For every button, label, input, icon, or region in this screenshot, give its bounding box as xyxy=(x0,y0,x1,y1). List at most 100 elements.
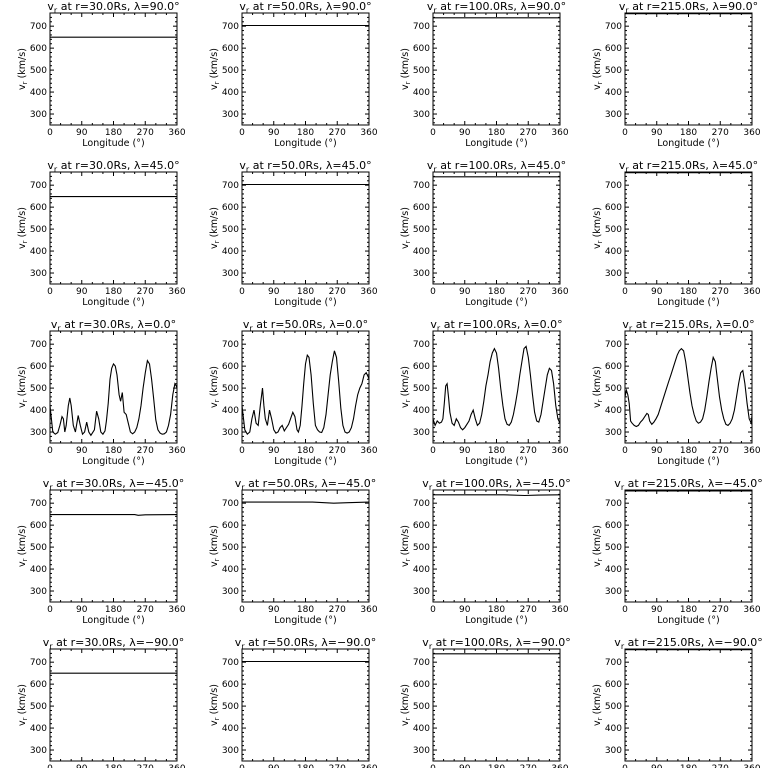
x-tick-label: 90 xyxy=(76,605,88,615)
x-tick-label: 180 xyxy=(488,128,505,138)
panel-title: vr at r=50.0Rs, λ=90.0° xyxy=(239,0,371,15)
y-tick-label: 300 xyxy=(605,587,622,597)
y-tick-label: 400 xyxy=(413,724,430,734)
panel-title: vr at r=215.0Rs, λ=90.0° xyxy=(619,0,758,15)
x-tick-label: 90 xyxy=(459,605,471,615)
x-tick-label: 360 xyxy=(743,764,760,768)
x-tick-label: 270 xyxy=(712,128,729,138)
y-tick-label: 500 xyxy=(30,225,47,235)
y-tick-label: 300 xyxy=(222,269,239,279)
y-tick-label: 600 xyxy=(605,680,622,690)
x-tick-label: 360 xyxy=(168,605,185,615)
y-tick-label: 700 xyxy=(413,499,430,509)
y-tick-label: 400 xyxy=(30,247,47,257)
x-tick-label: 360 xyxy=(743,128,760,138)
x-tick-label: 360 xyxy=(360,287,377,297)
y-tick-label: 400 xyxy=(30,88,47,98)
x-tick-label: 270 xyxy=(712,764,729,768)
y-axis-label: vr (km/s) xyxy=(209,207,221,249)
x-tick-label: 270 xyxy=(137,764,154,768)
panel-title: vr at r=215.0Rs, λ=0.0° xyxy=(622,318,754,333)
x-tick-label: 270 xyxy=(712,287,729,297)
x-tick-label: 180 xyxy=(105,446,122,456)
panel-title: vr at r=30.0Rs, λ=0.0° xyxy=(51,318,176,333)
panel-title: vr at r=100.0Rs, λ=90.0° xyxy=(427,0,566,15)
y-tick-label: 500 xyxy=(222,702,239,712)
y-axis-label: vr (km/s) xyxy=(592,207,604,249)
x-tick-label: 0 xyxy=(430,128,436,138)
x-tick-label: 270 xyxy=(520,128,537,138)
panel-18: vr at r=50.0Rs, λ=−90.0° 0 90 180 270 360 300 4… xyxy=(209,636,378,768)
y-tick-label: 500 xyxy=(605,543,622,553)
plot-frame xyxy=(624,330,753,444)
panel-14: vr at r=50.0Rs, λ=−45.0° 0 90 180 270 360 300 4… xyxy=(209,477,378,626)
x-axis-label: Longitude (°) xyxy=(465,138,527,149)
x-tick-label: 360 xyxy=(743,446,760,456)
x-tick-label: 180 xyxy=(680,128,697,138)
y-tick-label: 500 xyxy=(222,543,239,553)
y-tick-label: 300 xyxy=(222,587,239,597)
x-axis-label: Longitude (°) xyxy=(274,138,336,149)
y-tick-label: 500 xyxy=(222,384,239,394)
plot-frame xyxy=(241,12,370,126)
x-tick-label: 360 xyxy=(551,605,568,615)
y-tick-label: 300 xyxy=(222,110,239,120)
plot-frame xyxy=(49,489,178,603)
panel-1: vr at r=30.0Rs, λ=90.0° 0 90 180 270 360 300 40… xyxy=(17,0,186,149)
y-tick-label: 700 xyxy=(30,340,47,350)
series-line xyxy=(432,345,561,431)
x-tick-label: 180 xyxy=(105,128,122,138)
plot-frame xyxy=(241,648,370,762)
plot-frame xyxy=(624,489,753,603)
x-tick-label: 360 xyxy=(168,287,185,297)
y-tick-label: 600 xyxy=(605,44,622,54)
plot-frame xyxy=(432,171,561,285)
panel-title: vr at r=215.0Rs, λ=−90.0° xyxy=(614,636,762,651)
x-tick-label: 90 xyxy=(459,287,471,297)
y-tick-label: 600 xyxy=(413,680,430,690)
plot-frame xyxy=(49,648,178,762)
y-tick-label: 600 xyxy=(413,362,430,372)
y-tick-label: 500 xyxy=(222,66,239,76)
y-tick-label: 300 xyxy=(222,746,239,756)
panel-title: vr at r=100.0Rs, λ=45.0° xyxy=(427,159,566,174)
panel-13: vr at r=30.0Rs, λ=−45.0° 0 90 180 270 360 300 4… xyxy=(17,477,186,626)
y-tick-label: 600 xyxy=(222,521,239,531)
panel-7: vr at r=100.0Rs, λ=45.0° 0 90 180 270 360 300 4… xyxy=(400,159,569,308)
series-line xyxy=(433,494,561,497)
x-tick-label: 0 xyxy=(47,605,53,615)
panel-title: vr at r=50.0Rs, λ=45.0° xyxy=(239,159,371,174)
x-tick-label: 360 xyxy=(743,287,760,297)
x-tick-label: 0 xyxy=(622,128,628,138)
y-axis-label: vr (km/s) xyxy=(209,684,221,726)
x-tick-label: 90 xyxy=(651,287,663,297)
series-line xyxy=(241,350,370,436)
x-tick-label: 0 xyxy=(47,128,53,138)
y-tick-label: 700 xyxy=(605,499,622,509)
y-tick-label: 700 xyxy=(413,22,430,32)
y-tick-label: 600 xyxy=(30,680,47,690)
y-tick-label: 700 xyxy=(222,499,239,509)
y-axis-label: vr (km/s) xyxy=(209,366,221,408)
panel-20: vr at r=215.0Rs, λ=−90.0° 0 90 180 270 360 300… xyxy=(592,636,763,768)
x-tick-label: 270 xyxy=(137,605,154,615)
y-tick-label: 300 xyxy=(413,587,430,597)
series-line xyxy=(49,359,178,437)
y-tick-label: 300 xyxy=(413,269,430,279)
y-tick-label: 600 xyxy=(605,521,622,531)
y-tick-label: 600 xyxy=(605,362,622,372)
y-tick-label: 600 xyxy=(413,44,430,54)
x-tick-label: 180 xyxy=(680,764,697,768)
y-tick-label: 700 xyxy=(222,658,239,668)
x-tick-label: 0 xyxy=(47,446,53,456)
y-tick-label: 300 xyxy=(605,110,622,120)
y-tick-label: 300 xyxy=(413,428,430,438)
x-tick-label: 180 xyxy=(488,287,505,297)
panel-11: vr at r=100.0Rs, λ=0.0° 0 90 180 270 360 300 40… xyxy=(400,318,569,467)
y-tick-label: 700 xyxy=(222,22,239,32)
y-axis-label: vr (km/s) xyxy=(592,48,604,90)
x-tick-label: 0 xyxy=(430,287,436,297)
x-axis-label: Longitude (°) xyxy=(274,456,336,467)
x-tick-label: 270 xyxy=(137,128,154,138)
